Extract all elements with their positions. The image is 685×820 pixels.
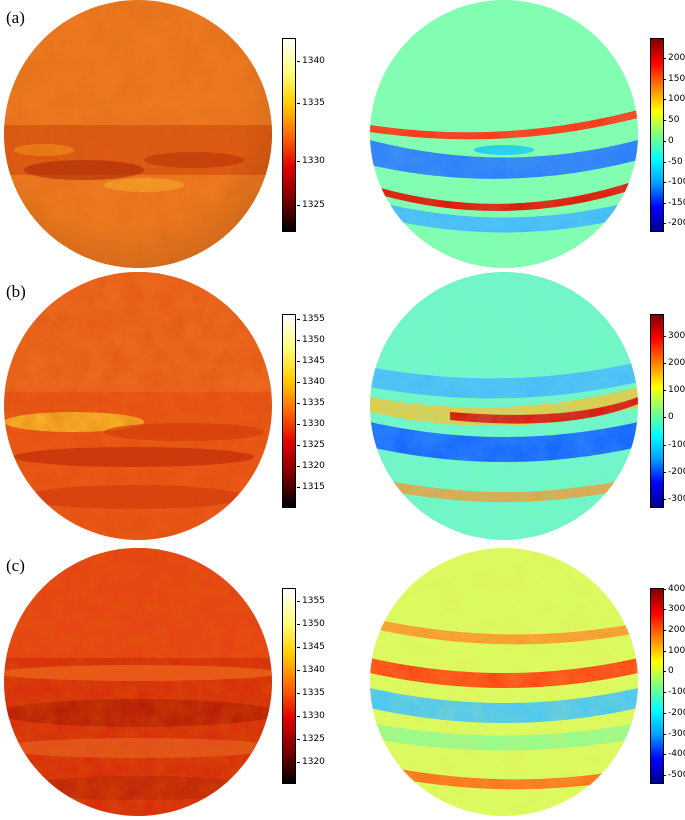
colorbar-tick: 1335: [297, 398, 325, 408]
colorbar-tick: 1355: [297, 314, 325, 324]
colorbar-tick: 1350: [297, 335, 325, 345]
temperature-colorbar: [282, 38, 296, 232]
velocity-colorbar: [650, 314, 664, 508]
panel-label: (b): [6, 282, 26, 301]
colorbar-tick: 200: [662, 53, 685, 63]
colorbar-tick: 400: [662, 584, 685, 594]
colorbar-tick: 1350: [297, 619, 325, 629]
velocity-colorbar-ticks: 400 300 200 100 0 -100 -200 -300 -400 -5…: [662, 584, 685, 784]
colorbar-tick: 100: [662, 94, 685, 104]
colorbar-tick: 1330: [297, 419, 325, 429]
panel-row-c: (c) 1355 1350 1345 1340 1335 1330 1325 1…: [0, 548, 685, 818]
temperature-colorbar-ticks: 1340 1335 1330 1325: [297, 38, 342, 232]
temperature-sphere: [4, 272, 272, 540]
colorbar-tick: 1340: [297, 377, 325, 387]
colorbar-tick: 1330: [297, 711, 325, 721]
velocity-colorbar: [650, 38, 664, 232]
colorbar-tick: 100: [662, 385, 685, 395]
colorbar-tick: 1320: [297, 757, 325, 767]
colorbar-tick: -100: [662, 440, 685, 450]
colorbar-tick: 1330: [297, 156, 325, 166]
temperature-colorbar: [282, 314, 296, 508]
velocity-colorbar: [650, 588, 664, 784]
colorbar-tick: 300: [662, 604, 685, 614]
colorbar-tick: 100: [662, 646, 685, 656]
colorbar-tick: -400: [662, 749, 685, 759]
colorbar-tick: -100: [662, 687, 685, 697]
temperature-colorbar-ticks: 1355 1350 1345 1340 1335 1330 1325 1320 …: [297, 314, 342, 508]
velocity-colorbar-ticks: 300 200 100 0 -100 -200 -300: [662, 314, 685, 508]
colorbar-tick: -500: [662, 770, 685, 780]
colorbar-tick: 0: [663, 412, 674, 422]
colorbar-tick: 200: [662, 625, 685, 635]
colorbar-tick: 1340: [297, 665, 325, 675]
colorbar-tick: 200: [662, 358, 685, 368]
colorbar-tick: -150: [662, 198, 685, 208]
temperature-sphere: [4, 548, 272, 816]
velocity-colorbar-ticks: 200 150 100 50 0 -50 -100 -150 -200: [662, 38, 685, 232]
colorbar-tick: 1345: [297, 642, 325, 652]
colorbar-tick: 1340: [297, 56, 325, 66]
colorbar-tick: 0: [663, 666, 674, 676]
colorbar-tick: -50: [663, 157, 683, 167]
colorbar-tick: 1345: [297, 356, 325, 366]
colorbar-tick: 1325: [297, 734, 325, 744]
temperature-colorbar-ticks: 1355 1350 1345 1340 1335 1330 1325 1320: [297, 588, 342, 784]
colorbar-tick: -200: [662, 467, 685, 477]
colorbar-tick: 1335: [297, 688, 325, 698]
panel-label: (c): [6, 556, 25, 575]
colorbar-tick: 1335: [297, 98, 325, 108]
velocity-sphere: [370, 0, 638, 268]
colorbar-tick: -300: [662, 729, 685, 739]
colorbar-tick: -300: [662, 494, 685, 504]
panel-row-b: (b) 1355 1350 1345 1340 1335 1330 1325 1…: [0, 272, 685, 542]
colorbar-tick: -100: [662, 177, 685, 187]
colorbar-tick: 50: [662, 115, 680, 125]
colorbar-tick: -200: [662, 218, 685, 228]
colorbar-tick: 150: [662, 74, 685, 84]
panel-label: (a): [6, 8, 25, 27]
colorbar-tick: 1320: [297, 461, 325, 471]
colorbar-tick: 0: [663, 136, 674, 146]
colorbar-tick: 1315: [297, 482, 325, 492]
panel-row-a: (a) 1340 1335 1330 1325: [0, 0, 685, 270]
colorbar-tick: 1325: [297, 200, 325, 210]
colorbar-tick: 1355: [297, 596, 325, 606]
colorbar-tick: 1325: [297, 440, 325, 450]
temperature-sphere: [4, 0, 272, 268]
colorbar-tick: -200: [662, 708, 685, 718]
colorbar-tick: 300: [662, 331, 685, 341]
velocity-sphere: [370, 548, 638, 816]
velocity-sphere: [370, 272, 638, 540]
temperature-colorbar: [282, 588, 296, 784]
